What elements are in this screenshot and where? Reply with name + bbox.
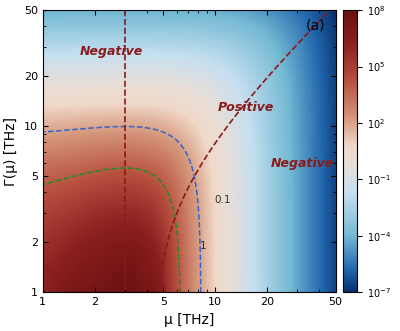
Y-axis label: Γ(μ) [THz]: Γ(μ) [THz]: [4, 117, 18, 186]
Text: Negative: Negative: [271, 157, 334, 169]
Text: 1: 1: [200, 241, 206, 251]
Text: (a): (a): [306, 19, 325, 32]
Text: Positive: Positive: [217, 101, 274, 114]
X-axis label: μ [THz]: μ [THz]: [164, 313, 214, 327]
Text: 0.1: 0.1: [214, 195, 230, 205]
Text: Negative: Negative: [80, 45, 143, 58]
